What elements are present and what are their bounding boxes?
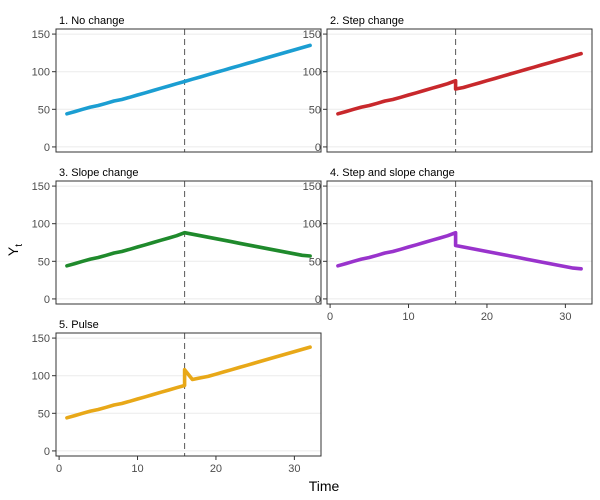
y-tick-label-50: 50 xyxy=(38,104,50,116)
panel-border xyxy=(55,28,322,153)
y-axis-title-sub: t xyxy=(14,244,25,247)
panel-title-5: 5. Pulse xyxy=(59,319,99,331)
panel-border xyxy=(326,28,593,153)
y-tick-label-0: 0 xyxy=(44,142,50,154)
panel-2: 2. Step change 0 50 100 150 xyxy=(303,15,593,154)
y-tick-label-150: 150 xyxy=(32,29,50,41)
y-tick-label-150: 150 xyxy=(303,181,321,193)
y-tick-label-100: 100 xyxy=(303,67,321,79)
x-tick-label-0: 0 xyxy=(56,463,62,475)
y-tick-label-100: 100 xyxy=(303,219,321,231)
series-line xyxy=(336,230,583,271)
panel-title-2: 2. Step change xyxy=(330,15,404,27)
x-tick-label-10: 10 xyxy=(402,311,414,323)
panel-title-4: 4. Step and slope change xyxy=(330,167,455,179)
y-tick-label-150: 150 xyxy=(32,181,50,193)
y-axis-title-main: Y xyxy=(5,246,21,256)
x-tick-label-30: 30 xyxy=(288,463,300,475)
y-tick-label-50: 50 xyxy=(38,256,50,268)
y-tick-label-150: 150 xyxy=(32,333,50,345)
x-tick-label-20: 20 xyxy=(481,311,493,323)
series-line xyxy=(65,345,312,420)
y-tick-label-0: 0 xyxy=(315,142,321,154)
x-tick-label-20: 20 xyxy=(210,463,222,475)
y-tick-label-50: 50 xyxy=(309,104,321,116)
y-axis-title: Yt xyxy=(5,244,25,256)
y-tick-label-50: 50 xyxy=(38,408,50,420)
x-tick-label-0: 0 xyxy=(327,311,333,323)
y-tick-label-100: 100 xyxy=(32,371,50,383)
series-line xyxy=(65,43,312,116)
panel-title-1: 1. No change xyxy=(59,15,124,27)
panel-4: 4. Step and slope change 0 50 100 150 0 10 20 30 xyxy=(303,167,593,323)
panel-title-3: 3. Slope change xyxy=(59,167,139,179)
panel-border xyxy=(55,332,322,457)
y-tick-label-100: 100 xyxy=(32,67,50,79)
y-tick-label-150: 150 xyxy=(303,29,321,41)
y-tick-label-0: 0 xyxy=(44,446,50,458)
x-tick-label-10: 10 xyxy=(131,463,143,475)
panel-border xyxy=(55,180,322,305)
y-tick-label-0: 0 xyxy=(44,294,50,306)
panel-border xyxy=(326,180,593,305)
panel-5: 5. Pulse 0 50 100 150 0 10 20 30 xyxy=(32,319,322,475)
y-tick-label-100: 100 xyxy=(32,219,50,231)
x-axis-title: Time xyxy=(309,478,340,494)
y-tick-label-0: 0 xyxy=(315,294,321,306)
series-line xyxy=(336,51,583,116)
x-tick-label-30: 30 xyxy=(559,311,571,323)
y-tick-label-50: 50 xyxy=(309,256,321,268)
panel-1: 1. No change 0 50 100 150 xyxy=(32,15,322,154)
series-line xyxy=(65,230,312,268)
panel-3: 3. Slope change 0 50 100 150 xyxy=(32,167,322,306)
